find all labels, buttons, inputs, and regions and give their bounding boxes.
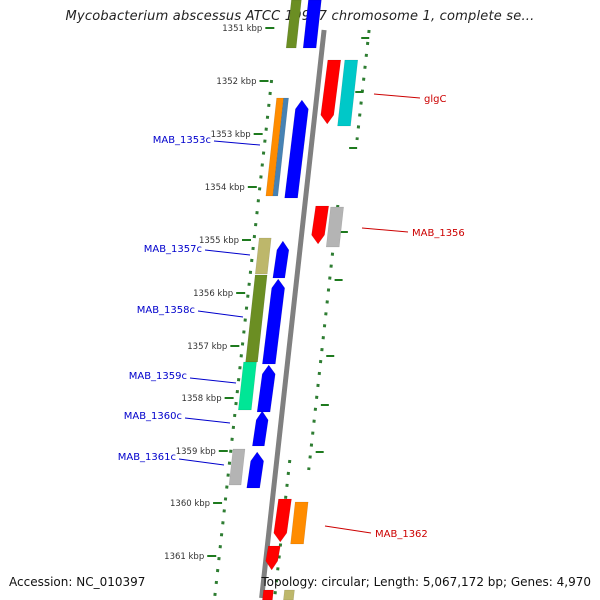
scale-label: 1355 kbp [199,236,239,246]
lane-border-outer-right [355,29,371,141]
gene-block-olive [245,274,268,363]
gene-arrow-blue [252,410,269,447]
gene-label-leader [361,227,409,233]
gene-block-mint [238,361,257,411]
gene-block-cyan [337,59,359,127]
gene-block-olive [285,0,302,49]
gene-label-leader [204,249,251,256]
gene-label: MAB_1361c [118,452,176,463]
scale-label: 1352 kbp [216,77,256,87]
gene-arrow-blue [246,451,264,489]
gene-block-orange [290,501,309,545]
scale-label: 1351 kbp [222,24,262,34]
map-title: Mycobacterium abscessus ATCC 19977 chrom… [65,9,535,24]
scale-label: 1354 kbp [205,183,245,193]
gene-label: MAB_1359c [129,371,187,382]
gene-label: glgC [424,94,446,105]
gene-arrow-blue [272,240,290,279]
scale-label: 1359 kbp [176,447,216,457]
gene-block-steelblue [272,97,289,197]
gene-label-leader [178,458,225,466]
gene-label-leader [184,417,231,424]
gene-block-gray [325,206,344,248]
scale-label: 1358 kbp [182,394,222,404]
backbone-line [259,29,327,599]
gene-label: MAB_1356 [412,228,465,239]
gene-arrow-blue [256,364,276,413]
gene-label: MAB_1353c [153,135,211,146]
gene-block-gray [228,448,246,486]
gene-label-leader [324,525,372,534]
gene-label-leader [373,93,421,99]
gene-label-leader [213,140,261,146]
gene-block-khaki [283,589,295,600]
scale-label: 1357 kbp [187,342,227,352]
gene-block-red [320,59,342,125]
scale-label: 1360 kbp [170,499,210,509]
scale-label: 1361 kbp [164,552,204,562]
gene-block-khaki [254,237,272,275]
lane-border-outer-right [307,204,340,471]
accession-text: Accession: NC_010397 [9,575,146,589]
gene-arrow-red [273,498,292,543]
gene-label: MAB_1358c [137,305,195,316]
gene-label: MAB_1357c [144,244,202,255]
scale-label: 1356 kbp [193,289,233,299]
gene-arrow-blue [262,278,285,365]
gene-block-red [262,589,274,600]
genome-summary-text: Topology: circular; Length: 5,067,172 bp… [261,575,591,589]
gene-label-leader [189,377,237,384]
gene-arrow-blue [284,99,309,199]
lane-border-outer-left [213,79,274,599]
scale-label: 1353 kbp [211,130,251,140]
gene-label: MAB_1362 [375,529,428,540]
gene-label-leader [197,310,244,318]
gene-arrow-red [311,205,330,245]
gene-label: MAB_1360c [124,411,182,422]
gene-arrow-red [265,545,281,571]
gene-block-blue [302,0,322,49]
